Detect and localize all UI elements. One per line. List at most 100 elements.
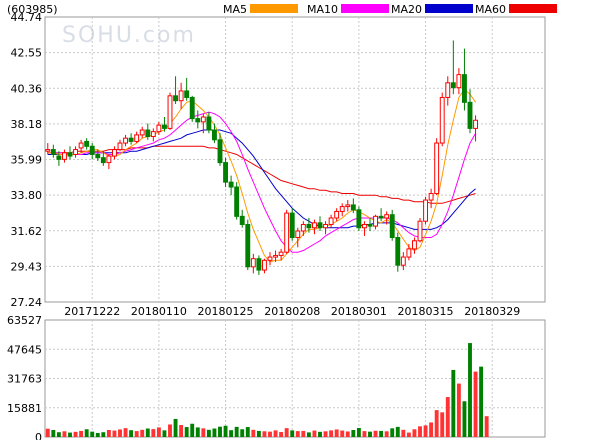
candle bbox=[62, 149, 67, 163]
price-tick-label: 35.99 bbox=[11, 154, 43, 167]
volume-bar bbox=[140, 429, 145, 437]
candle-body bbox=[106, 155, 112, 164]
candle-body bbox=[78, 142, 84, 149]
candle-body bbox=[406, 248, 412, 258]
volume-bar bbox=[368, 431, 372, 437]
candle-body bbox=[89, 145, 95, 155]
candle bbox=[195, 110, 201, 129]
volume-bar bbox=[68, 432, 72, 437]
candle-body bbox=[178, 90, 184, 102]
candle-body bbox=[223, 162, 229, 183]
volume-bar bbox=[318, 431, 322, 437]
candle bbox=[306, 217, 312, 233]
volume-bar bbox=[229, 430, 234, 437]
candle-body bbox=[417, 220, 423, 242]
candle bbox=[278, 248, 284, 261]
candle bbox=[295, 227, 301, 248]
date-tick-label: 20180315 bbox=[398, 305, 454, 318]
candle bbox=[239, 209, 245, 228]
candle-body bbox=[456, 74, 462, 89]
volume-bar bbox=[423, 425, 428, 437]
candle-body bbox=[128, 137, 134, 142]
candle-body bbox=[356, 209, 362, 229]
candle-body bbox=[156, 124, 162, 133]
candle bbox=[339, 203, 345, 217]
volume-bar bbox=[179, 425, 184, 437]
volume-bar bbox=[345, 431, 350, 437]
stock-code: (603985) bbox=[7, 3, 58, 16]
volume-bar bbox=[168, 424, 172, 437]
volume-bar bbox=[79, 430, 84, 437]
date-tick-label: 20180208 bbox=[264, 305, 320, 318]
volume-bar bbox=[379, 430, 384, 437]
watermark: SOHU.com bbox=[62, 23, 196, 48]
volume-bar bbox=[484, 416, 489, 437]
legend-item-ma60: MA60 bbox=[475, 3, 557, 16]
candle bbox=[250, 253, 256, 274]
candle-body bbox=[389, 214, 395, 239]
date-tick-label: 20180301 bbox=[331, 305, 387, 318]
volume-bar bbox=[295, 431, 300, 437]
candle bbox=[106, 154, 112, 170]
candle bbox=[428, 188, 434, 209]
volume-bar bbox=[84, 429, 89, 437]
candle bbox=[73, 146, 79, 158]
candle bbox=[200, 113, 206, 134]
candle-body bbox=[228, 181, 234, 188]
candle bbox=[362, 221, 367, 236]
candle bbox=[417, 217, 423, 243]
candle-body bbox=[234, 186, 240, 217]
candle bbox=[350, 198, 356, 214]
volume-bar bbox=[234, 426, 239, 437]
candle bbox=[450, 40, 456, 95]
candle bbox=[145, 123, 151, 140]
volume-tick-label: 63527 bbox=[7, 314, 42, 327]
candle bbox=[378, 208, 384, 222]
date-tick-label: 20180329 bbox=[464, 305, 520, 318]
volume-bar bbox=[279, 432, 284, 437]
candle bbox=[212, 123, 217, 144]
candle bbox=[473, 115, 479, 142]
volume-bar bbox=[290, 430, 295, 437]
volume-bar bbox=[256, 430, 261, 437]
candle-body bbox=[367, 223, 373, 227]
candle-body bbox=[212, 129, 217, 141]
legend-swatch bbox=[425, 4, 473, 13]
candle-body bbox=[45, 149, 51, 152]
candle-body bbox=[256, 258, 262, 271]
volume-bar bbox=[195, 427, 200, 437]
volume-bar bbox=[406, 432, 411, 437]
candle bbox=[67, 146, 73, 160]
price-tick-label: 38.18 bbox=[11, 118, 43, 131]
volume-bar bbox=[106, 430, 111, 437]
volume-bar bbox=[156, 427, 161, 437]
volume-bar bbox=[395, 426, 400, 437]
candle-body bbox=[250, 258, 256, 268]
candle-body bbox=[173, 95, 179, 102]
candle bbox=[256, 255, 262, 275]
price-tick-label: 42.55 bbox=[11, 47, 43, 60]
ma10-line bbox=[47, 111, 477, 253]
volume-tick-label: 47645 bbox=[7, 343, 42, 356]
volume-bar bbox=[190, 423, 195, 437]
candle-body bbox=[184, 90, 190, 98]
candle bbox=[273, 250, 279, 262]
candle bbox=[389, 209, 395, 241]
candle-body bbox=[384, 214, 390, 219]
volume-bar bbox=[162, 430, 167, 437]
candle-body bbox=[123, 137, 129, 144]
candle bbox=[356, 206, 362, 231]
legend-label: MA10 bbox=[307, 3, 338, 16]
candle bbox=[78, 139, 84, 153]
candle bbox=[100, 151, 106, 166]
candle-body bbox=[395, 237, 401, 266]
price-tick-label: 29.43 bbox=[11, 260, 43, 273]
candle-body bbox=[289, 212, 295, 239]
volume-bar bbox=[284, 428, 289, 437]
volume-bar bbox=[201, 428, 206, 437]
volume-bar bbox=[223, 425, 228, 437]
volume-bar bbox=[240, 429, 245, 437]
candle-body bbox=[339, 206, 345, 212]
candle bbox=[178, 82, 184, 109]
candle-body bbox=[62, 152, 67, 160]
